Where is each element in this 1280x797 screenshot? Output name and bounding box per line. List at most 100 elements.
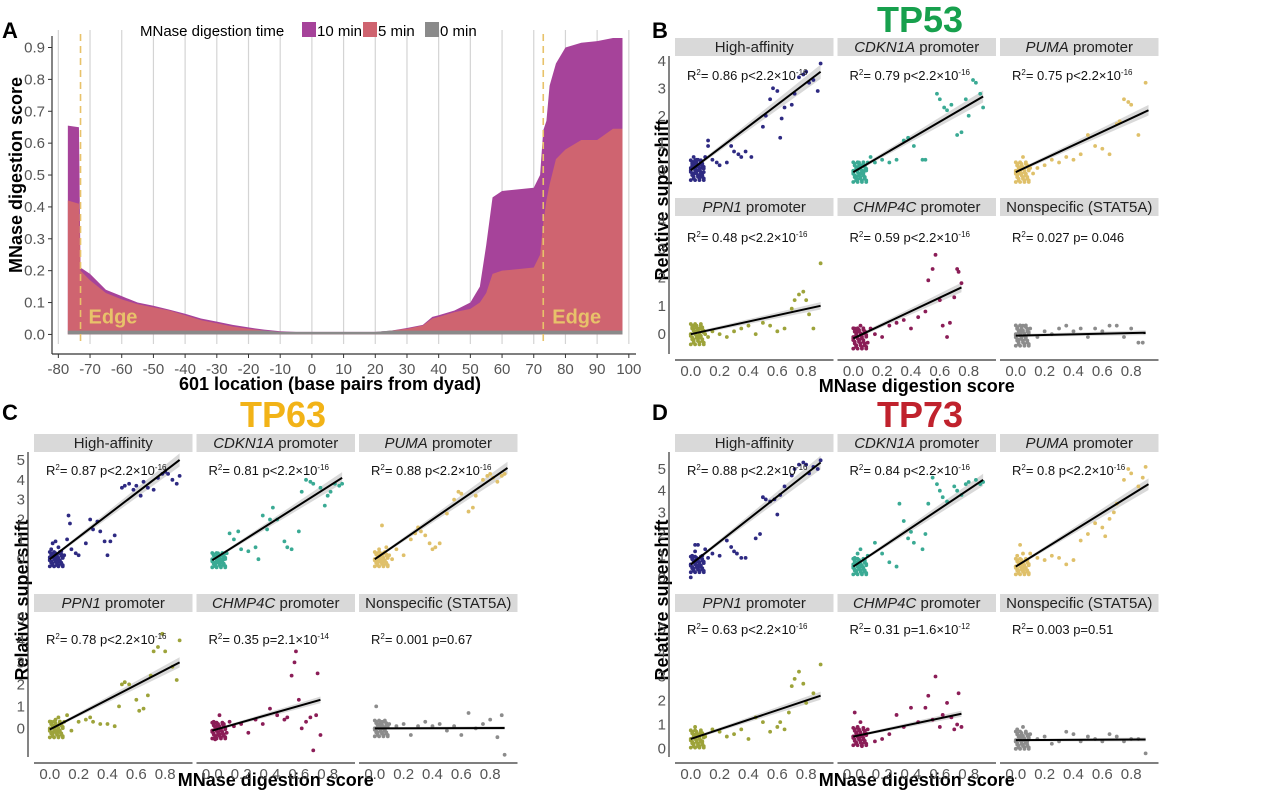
facet-strip	[359, 594, 518, 612]
data-point	[1013, 729, 1018, 734]
r2-annotation: R2= 0.88 p<2.2×10-16	[371, 463, 492, 478]
x-tick-label: 0.4	[97, 766, 118, 783]
data-point	[50, 734, 55, 738]
data-point	[691, 328, 696, 333]
y-tick-label: 5	[17, 452, 25, 469]
x-tick-label: 0.2	[231, 766, 252, 783]
data-point	[768, 323, 773, 328]
data-point	[703, 547, 708, 552]
y-tick-label: 1	[17, 531, 25, 548]
y-tick-label: 0	[658, 569, 666, 586]
panel-label-b: B	[652, 18, 668, 43]
y-tick-label: 4	[658, 213, 666, 230]
data-point	[864, 346, 869, 351]
facet-title: TP73	[877, 394, 963, 435]
regression-line	[49, 661, 181, 731]
data-point	[268, 706, 272, 711]
x-tick-label: 0.0	[1005, 363, 1026, 380]
data-point	[1025, 733, 1030, 738]
x-tick-label: 0.4	[260, 766, 281, 783]
data-point	[1042, 163, 1047, 168]
data-point	[775, 512, 780, 517]
data-point	[1086, 532, 1090, 536]
data-point	[691, 176, 696, 181]
data-point	[83, 541, 88, 546]
data-point	[1114, 734, 1119, 739]
data-point	[717, 332, 722, 337]
data-point	[315, 671, 320, 676]
data-point	[865, 727, 870, 732]
a-y-tick-label: 0.3	[24, 231, 45, 248]
a-y-tick-label: 0.7	[24, 103, 45, 120]
y-tick-label: 2	[17, 676, 25, 693]
data-point	[127, 481, 132, 486]
data-point	[1126, 100, 1131, 104]
data-point	[933, 252, 938, 257]
data-point	[69, 728, 74, 733]
data-point	[743, 555, 748, 560]
data-point	[935, 482, 939, 487]
data-point	[956, 691, 961, 696]
data-point	[1100, 525, 1105, 530]
data-point	[956, 269, 961, 274]
a-x-tick-label: 70	[525, 361, 542, 378]
x-tick-label: 0.2	[68, 766, 89, 783]
data-point	[701, 745, 706, 750]
data-point	[940, 323, 945, 328]
data-point	[710, 551, 715, 556]
data-point	[710, 727, 715, 732]
data-point	[923, 157, 928, 162]
data-point	[1016, 342, 1021, 346]
data-point	[739, 555, 744, 560]
data-point	[851, 180, 856, 184]
x-tick-label: 0.0	[364, 766, 385, 783]
data-point	[1114, 323, 1119, 328]
data-point	[901, 318, 906, 322]
facet-strip	[196, 594, 355, 612]
data-point	[134, 483, 139, 488]
data-point	[696, 174, 700, 179]
data-point	[177, 638, 182, 643]
data-point	[377, 547, 381, 552]
data-point	[789, 102, 794, 107]
data-point	[775, 725, 780, 729]
data-point	[693, 725, 697, 729]
facet-strip	[1000, 434, 1159, 452]
data-point	[69, 547, 74, 552]
data-point	[47, 564, 52, 569]
r2-annotation: R2= 0.84 p<2.2×10-16	[850, 463, 971, 478]
x-tick-label: 0.6	[767, 363, 788, 380]
data-point	[1093, 326, 1098, 331]
data-point	[894, 713, 899, 717]
data-point	[328, 489, 333, 494]
data-point	[1107, 152, 1112, 157]
x-tick-label: 0.4	[1063, 363, 1084, 380]
data-point	[275, 713, 280, 718]
data-point	[390, 557, 394, 562]
data-point	[700, 163, 705, 168]
data-point	[860, 170, 864, 175]
data-point	[858, 740, 863, 745]
data-point	[688, 745, 693, 750]
data-point	[1028, 732, 1033, 737]
facet-nonspecific-stat5a-: Nonspecific (STAT5A) R2= 0.027 p= 0.046 0.…	[1000, 198, 1159, 380]
data-point	[1103, 534, 1108, 539]
facet-strip	[837, 198, 996, 216]
x-tick-label: 0.6	[1092, 363, 1113, 380]
y-tick-label: 4	[17, 472, 25, 489]
facet-strip-label: PPN1 promoter	[62, 595, 165, 612]
data-point	[778, 720, 783, 725]
facet-title: TP63	[240, 394, 326, 435]
data-point	[1026, 180, 1031, 184]
data-point	[724, 538, 729, 543]
data-point	[693, 549, 697, 554]
data-point	[948, 320, 952, 325]
data-point	[68, 521, 72, 526]
data-point	[855, 726, 860, 730]
data-point	[1018, 729, 1022, 734]
a-x-tick-label: -50	[143, 361, 165, 378]
y-tick-label: 5	[658, 461, 666, 478]
data-point	[732, 549, 736, 554]
data-point	[1016, 735, 1021, 740]
data-point	[786, 710, 791, 715]
